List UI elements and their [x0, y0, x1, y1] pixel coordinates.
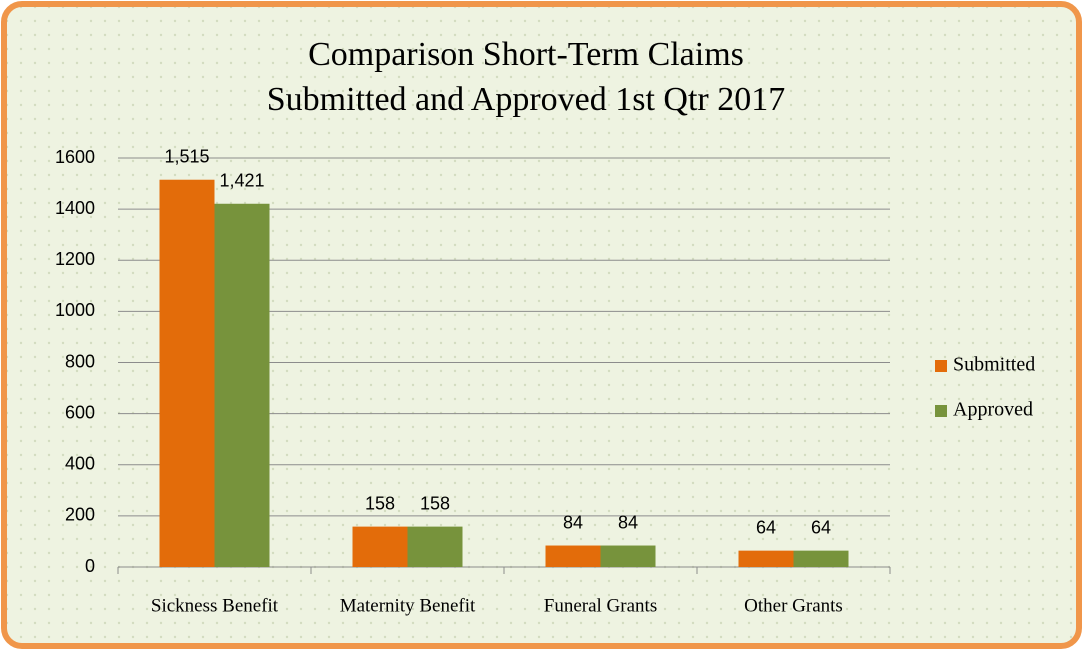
x-tick-label: Sickness Benefit [151, 595, 279, 616]
data-label: 1,421 [219, 171, 264, 191]
data-label: 64 [756, 517, 776, 537]
y-tick-label: 1200 [55, 249, 95, 269]
data-label: 84 [618, 512, 638, 532]
legend-swatch [935, 360, 947, 372]
bar [352, 526, 408, 567]
bar [738, 550, 794, 567]
bar [214, 203, 270, 567]
x-tick-label: Other Grants [744, 595, 843, 616]
legend-label: Approved [953, 399, 1033, 421]
bar [407, 526, 463, 567]
data-label: 84 [563, 512, 583, 532]
bar [600, 545, 656, 567]
y-tick-label: 600 [65, 402, 95, 422]
y-tick-label: 1400 [55, 198, 95, 218]
chart-title: Submitted and Approved 1st Qtr 2017 [267, 81, 785, 118]
data-label: 1,515 [164, 146, 209, 166]
chart-title: Comparison Short-Term Claims [308, 36, 744, 73]
x-tick-label: Maternity Benefit [340, 595, 476, 616]
y-tick-label: 0 [85, 556, 95, 576]
x-tick-label: Funeral Grants [544, 595, 657, 616]
legend-label: Submitted [953, 354, 1035, 376]
bar [159, 179, 215, 567]
data-label: 158 [365, 493, 395, 513]
data-label: 64 [811, 517, 831, 537]
y-tick-label: 800 [65, 351, 95, 371]
data-label: 158 [420, 493, 450, 513]
y-tick-label: 1600 [55, 147, 95, 167]
y-tick-label: 400 [65, 454, 95, 474]
y-tick-label: 200 [65, 505, 95, 525]
y-tick-label: 1000 [55, 300, 95, 320]
bar [793, 550, 849, 567]
bar [545, 545, 601, 567]
legend-swatch [935, 405, 947, 417]
